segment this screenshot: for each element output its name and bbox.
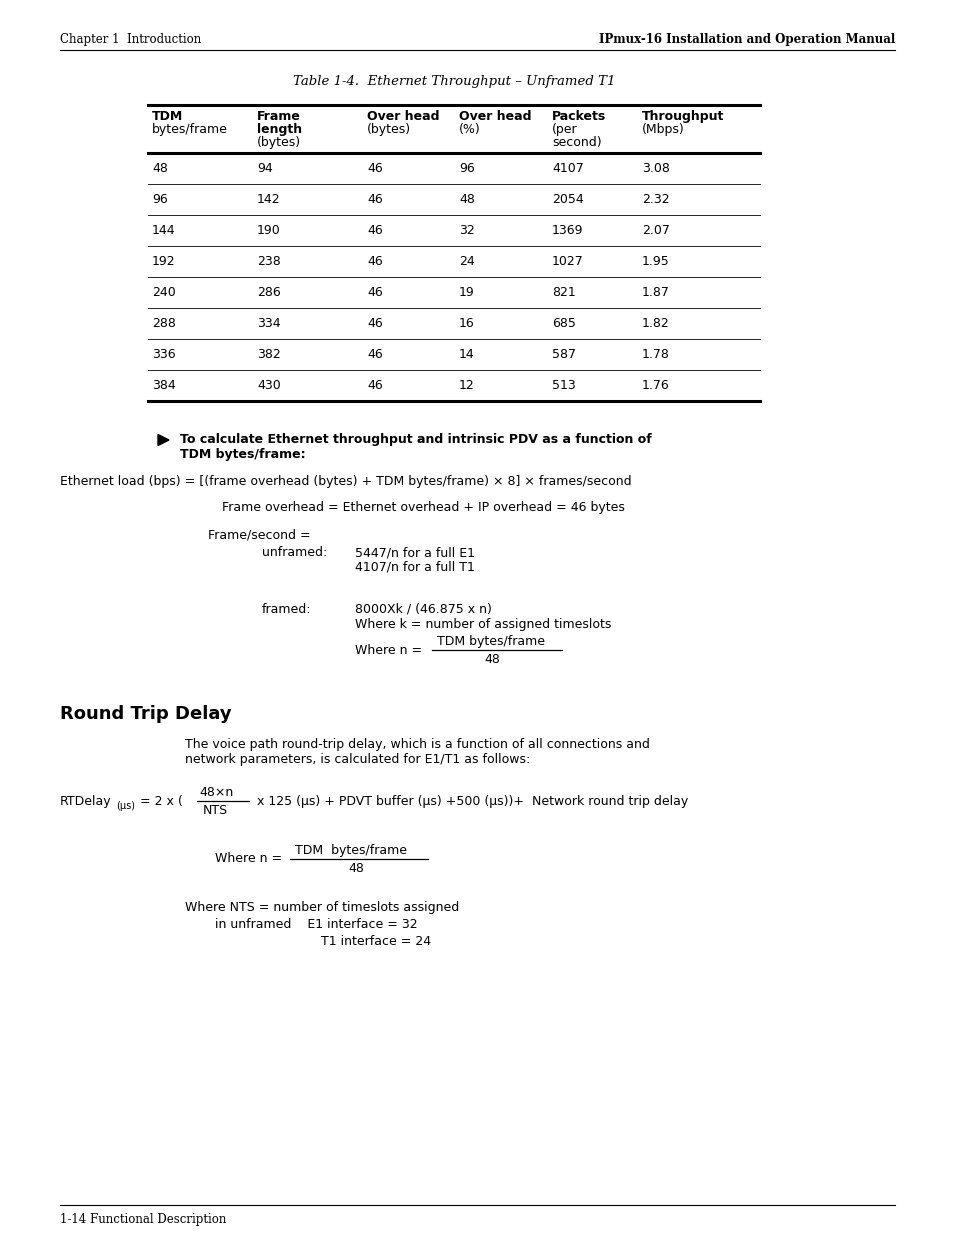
Text: 46: 46 <box>367 162 382 175</box>
Text: 286: 286 <box>256 287 280 299</box>
Text: 48: 48 <box>483 653 499 666</box>
Text: To calculate Ethernet throughput and intrinsic PDV as a function of: To calculate Ethernet throughput and int… <box>180 433 651 446</box>
Text: TDM  bytes/frame: TDM bytes/frame <box>294 844 407 857</box>
Text: 46: 46 <box>367 224 382 237</box>
Text: 46: 46 <box>367 254 382 268</box>
Text: = 2 x (: = 2 x ( <box>136 794 183 808</box>
Text: TDM: TDM <box>152 110 183 124</box>
Text: 1369: 1369 <box>552 224 583 237</box>
Text: 32: 32 <box>458 224 475 237</box>
Text: 46: 46 <box>367 287 382 299</box>
Text: 46: 46 <box>367 348 382 361</box>
Text: 1.78: 1.78 <box>641 348 669 361</box>
Text: framed:: framed: <box>262 603 312 616</box>
Text: TDM bytes/frame: TDM bytes/frame <box>436 635 544 648</box>
Text: 8000Xk / (46.875 x n): 8000Xk / (46.875 x n) <box>355 603 492 616</box>
Text: 2054: 2054 <box>552 193 583 206</box>
Text: Where n =: Where n = <box>214 852 282 866</box>
Text: 46: 46 <box>367 379 382 391</box>
Text: x 125 (µs) + PDVT buffer (µs) +500 (µs))+  Network round trip delay: x 125 (µs) + PDVT buffer (µs) +500 (µs))… <box>253 794 687 808</box>
Text: 190: 190 <box>256 224 280 237</box>
Text: Frame overhead = Ethernet overhead + IP overhead = 46 bytes: Frame overhead = Ethernet overhead + IP … <box>222 501 624 514</box>
Text: 48×n: 48×n <box>199 785 233 799</box>
Text: IPmux-16 Installation and Operation Manual: IPmux-16 Installation and Operation Manu… <box>598 33 894 47</box>
Text: 48: 48 <box>348 862 363 876</box>
Text: 1027: 1027 <box>552 254 583 268</box>
Text: 2.32: 2.32 <box>641 193 669 206</box>
Text: 5447/n for a full E1: 5447/n for a full E1 <box>355 546 475 559</box>
Text: 288: 288 <box>152 317 175 330</box>
Text: (per: (per <box>552 124 577 136</box>
Text: second): second) <box>552 136 601 149</box>
Text: 12: 12 <box>458 379 475 391</box>
Text: Table 1-4.  Ethernet Throughput – Unframed T1: Table 1-4. Ethernet Throughput – Unframe… <box>293 75 615 89</box>
Text: 142: 142 <box>256 193 280 206</box>
Text: 334: 334 <box>256 317 280 330</box>
Text: 382: 382 <box>256 348 280 361</box>
Text: 4107: 4107 <box>552 162 583 175</box>
Text: 821: 821 <box>552 287 576 299</box>
Text: 24: 24 <box>458 254 475 268</box>
Text: 96: 96 <box>458 162 475 175</box>
Text: (µs): (µs) <box>116 802 135 811</box>
Text: bytes/frame: bytes/frame <box>152 124 228 136</box>
Text: 48: 48 <box>152 162 168 175</box>
Text: length: length <box>256 124 302 136</box>
Text: 430: 430 <box>256 379 280 391</box>
Text: 3.08: 3.08 <box>641 162 669 175</box>
Text: 94: 94 <box>256 162 273 175</box>
Text: 1.76: 1.76 <box>641 379 669 391</box>
Text: 384: 384 <box>152 379 175 391</box>
Text: Frame: Frame <box>256 110 300 124</box>
Text: NTS: NTS <box>203 804 228 818</box>
Text: unframed:: unframed: <box>262 546 327 559</box>
Text: (Mbps): (Mbps) <box>641 124 684 136</box>
Text: Over head: Over head <box>367 110 439 124</box>
Text: Frame/second =: Frame/second = <box>208 529 311 542</box>
Text: Where k = number of assigned timeslots: Where k = number of assigned timeslots <box>355 618 611 631</box>
Text: Throughput: Throughput <box>641 110 723 124</box>
Text: TDM bytes/frame:: TDM bytes/frame: <box>180 448 305 461</box>
Text: 336: 336 <box>152 348 175 361</box>
Text: network parameters, is calculated for E1/T1 as follows:: network parameters, is calculated for E1… <box>185 753 530 766</box>
Text: Round Trip Delay: Round Trip Delay <box>60 705 232 722</box>
Text: 1.95: 1.95 <box>641 254 669 268</box>
Text: 2.07: 2.07 <box>641 224 669 237</box>
Text: 4107/n for a full T1: 4107/n for a full T1 <box>355 561 475 574</box>
Text: 1.82: 1.82 <box>641 317 669 330</box>
Text: (bytes): (bytes) <box>367 124 411 136</box>
Text: 1.87: 1.87 <box>641 287 669 299</box>
Text: Ethernet load (bps) = [(frame overhead (bytes) + TDM bytes/frame) × 8] × frames/: Ethernet load (bps) = [(frame overhead (… <box>60 475 631 488</box>
Text: 48: 48 <box>458 193 475 206</box>
Text: The voice path round-trip delay, which is a function of all connections and: The voice path round-trip delay, which i… <box>185 739 649 751</box>
Text: 46: 46 <box>367 317 382 330</box>
Text: Packets: Packets <box>552 110 605 124</box>
Text: Where NTS = number of timeslots assigned: Where NTS = number of timeslots assigned <box>185 902 458 914</box>
Text: 1-14 Functional Description: 1-14 Functional Description <box>60 1214 226 1226</box>
Text: 19: 19 <box>458 287 475 299</box>
Polygon shape <box>158 435 169 446</box>
Text: (%): (%) <box>458 124 480 136</box>
Text: Over head: Over head <box>458 110 531 124</box>
Text: Chapter 1  Introduction: Chapter 1 Introduction <box>60 33 201 47</box>
Text: 144: 144 <box>152 224 175 237</box>
Text: 46: 46 <box>367 193 382 206</box>
Text: (bytes): (bytes) <box>256 136 301 149</box>
Text: 685: 685 <box>552 317 576 330</box>
Text: 192: 192 <box>152 254 175 268</box>
Text: in unframed    E1 interface = 32: in unframed E1 interface = 32 <box>214 918 417 931</box>
Text: 14: 14 <box>458 348 475 361</box>
Text: Where n =: Where n = <box>355 643 421 657</box>
Text: T1 interface = 24: T1 interface = 24 <box>320 935 431 948</box>
Text: 240: 240 <box>152 287 175 299</box>
Text: 238: 238 <box>256 254 280 268</box>
Text: 16: 16 <box>458 317 475 330</box>
Text: 96: 96 <box>152 193 168 206</box>
Text: 513: 513 <box>552 379 576 391</box>
Text: RTDelay: RTDelay <box>60 794 112 808</box>
Text: 587: 587 <box>552 348 576 361</box>
